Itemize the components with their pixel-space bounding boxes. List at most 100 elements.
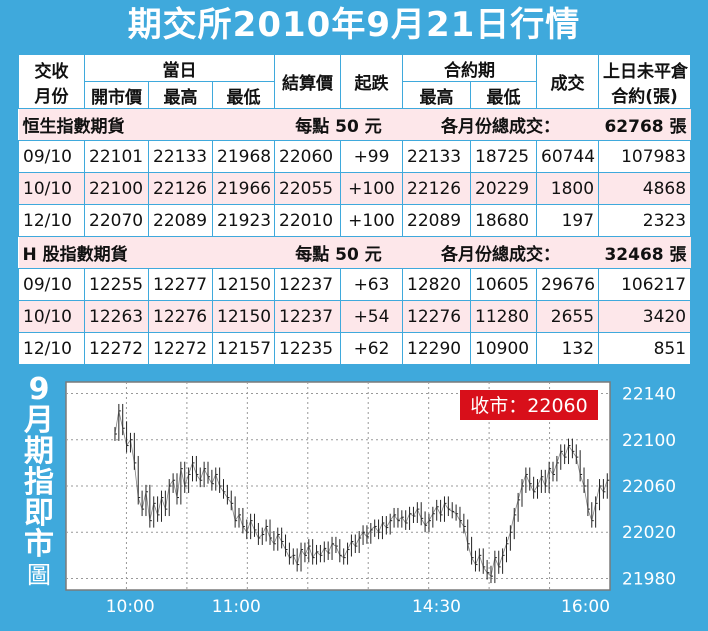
section-name: H 股指數期貨 — [18, 236, 275, 269]
cell-month: 12/10 — [18, 332, 85, 365]
cell-settle: 22055 — [274, 172, 342, 205]
cell-high: 12272 — [148, 332, 213, 365]
section-per-point: 每點 50 元 — [274, 108, 403, 141]
header-row-2: 開市價 最高 最低 最高 最低 — [19, 81, 691, 109]
cell-open: 22101 — [84, 140, 149, 173]
section-header-row: 恒生指數期貨 每點 50 元各月份總成交： 62768 張 — [18, 108, 691, 141]
cell-change: +62 — [340, 332, 404, 365]
section-total-label: 各月份總成交： — [402, 108, 599, 141]
cell-settle: 12237 — [274, 300, 342, 333]
cell-c-low: 18680 — [470, 204, 538, 237]
cell-c-high: 22089 — [402, 204, 472, 237]
chart-panel: 22140 22100 22060 22020 21980 10:00 11:00 14:30… — [18, 370, 690, 618]
y-tick-label: 22060 — [622, 477, 676, 497]
intraday-chart: 22140 22100 22060 22020 21980 10:00 11:00 14:30… — [65, 381, 676, 617]
side-label-char: 即 — [24, 496, 54, 531]
cell-oi: 106217 — [598, 268, 692, 301]
page-title: 期交所2010年9月21日行情 — [127, 5, 581, 45]
table-row: 09/10 22101 22133 21968 22060 +99 22133 18725 60… — [18, 140, 692, 173]
x-tick-label: 14:30 — [412, 597, 461, 617]
cell-c-low: 10605 — [470, 268, 538, 301]
cell-c-low: 18725 — [470, 140, 538, 173]
cell-settle: 12235 — [274, 332, 342, 365]
cell-high: 12276 — [148, 300, 213, 333]
cell-low: 12157 — [211, 332, 276, 365]
cell-low: 12150 — [211, 300, 276, 333]
cell-c-high: 22133 — [402, 140, 472, 173]
cell-low: 21968 — [211, 140, 276, 173]
cell-month: 10/10 — [18, 300, 85, 333]
cell-change: +54 — [340, 300, 404, 333]
table-row: 12/10 22070 22089 21923 22010 +100 22089 18680 1… — [18, 204, 692, 237]
cell-oi: 4868 — [598, 172, 692, 205]
header-low: 最低 — [211, 81, 276, 109]
cell-c-high: 12290 — [402, 332, 472, 365]
y-tick-label: 22100 — [622, 431, 676, 451]
header-high: 最高 — [148, 81, 213, 109]
quote-table: 交收 月份 當日 結算價 起跌 合約期 成交 上日未平倉 合約(張) 開市價 最高 … — [18, 54, 692, 365]
header-contract-low: 最低 — [470, 81, 538, 109]
cell-oi: 2323 — [598, 204, 692, 237]
cell-low: 21966 — [211, 172, 276, 205]
header-today: 當日 — [83, 54, 276, 82]
cell-month: 10/10 — [18, 172, 85, 205]
side-label-char: 月 — [24, 403, 54, 438]
side-label-char: 期 — [24, 434, 54, 469]
cell-oi: 107983 — [598, 140, 692, 173]
side-label-char: 指 — [24, 465, 54, 500]
cell-volume: 60744 — [536, 140, 600, 173]
cell-volume: 132 — [536, 332, 600, 365]
y-tick-label: 22140 — [622, 385, 676, 405]
header-month: 交收 月份 — [18, 54, 85, 109]
section-total: 62768 張 — [598, 108, 691, 141]
close-price-badge — [460, 390, 598, 420]
cell-change: +99 — [340, 140, 404, 173]
table-row: 10/10 12263 12276 12150 12237 +54 12276 11280 26… — [18, 300, 692, 333]
cell-c-high: 12276 — [402, 300, 472, 333]
cell-oi: 851 — [598, 332, 692, 365]
cell-open: 22070 — [84, 204, 149, 237]
header-row-1: 交收 月份 當日 結算價 起跌 合約期 成交 上日未平倉 合約(張) — [18, 54, 692, 109]
cell-settle: 22010 — [274, 204, 342, 237]
quote-table-container: 交收 月份 當日 結算價 起跌 合約期 成交 上日未平倉 合約(張) 開市價 最高 … — [18, 54, 692, 365]
header-open: 開市價 — [84, 81, 149, 109]
cell-settle: 22060 — [274, 140, 342, 173]
close-price-label: 收市：22060 — [470, 395, 587, 417]
header-contract-high: 最高 — [402, 81, 472, 109]
cell-high: 22089 — [148, 204, 213, 237]
y-tick-label: 22020 — [622, 523, 676, 543]
price-line — [114, 410, 608, 577]
cell-settle: 12237 — [274, 268, 342, 301]
cell-open: 12255 — [84, 268, 149, 301]
cell-volume: 197 — [536, 204, 600, 237]
header-volume: 成交 — [536, 54, 600, 109]
cell-open: 12263 — [84, 300, 149, 333]
cell-month: 09/10 — [18, 268, 85, 301]
cell-open: 22100 — [84, 172, 149, 205]
cell-c-low: 20229 — [470, 172, 538, 205]
cell-month: 12/10 — [18, 204, 85, 237]
section-total: 32468 張 — [598, 236, 691, 269]
cell-volume: 29676 — [536, 268, 600, 301]
cell-month: 09/10 — [18, 140, 85, 173]
cell-c-low: 11280 — [470, 300, 538, 333]
cell-c-high: 12820 — [402, 268, 472, 301]
header-oi: 上日未平倉 合約(張) — [598, 54, 692, 109]
header-settle: 結算價 — [274, 54, 342, 109]
y-tick-label: 21980 — [622, 569, 676, 589]
section-header-row: H 股指數期貨 每點 50 元各月份總成交： 32468 張 — [18, 236, 691, 269]
quote-table-body: 恒生指數期貨 每點 50 元各月份總成交： 62768 張 09/10 22101 221… — [18, 108, 692, 365]
table-row: 12/10 12272 12272 12157 12235 +62 12290 10900 13… — [18, 332, 692, 365]
x-tick-label: 11:00 — [212, 597, 261, 617]
cell-volume: 1800 — [536, 172, 600, 205]
side-label-char: 9 — [28, 372, 50, 407]
section-per-point: 每點 50 元 — [274, 236, 403, 269]
cell-c-high: 22126 — [402, 172, 472, 205]
section-name: 恒生指數期貨 — [18, 108, 275, 141]
cell-low: 21923 — [211, 204, 276, 237]
cell-change: +100 — [340, 172, 404, 205]
table-row: 09/10 12255 12277 12150 12237 +63 12820 10605 29… — [18, 268, 692, 301]
cell-low: 12150 — [211, 268, 276, 301]
header-change: 起跌 — [340, 54, 404, 109]
